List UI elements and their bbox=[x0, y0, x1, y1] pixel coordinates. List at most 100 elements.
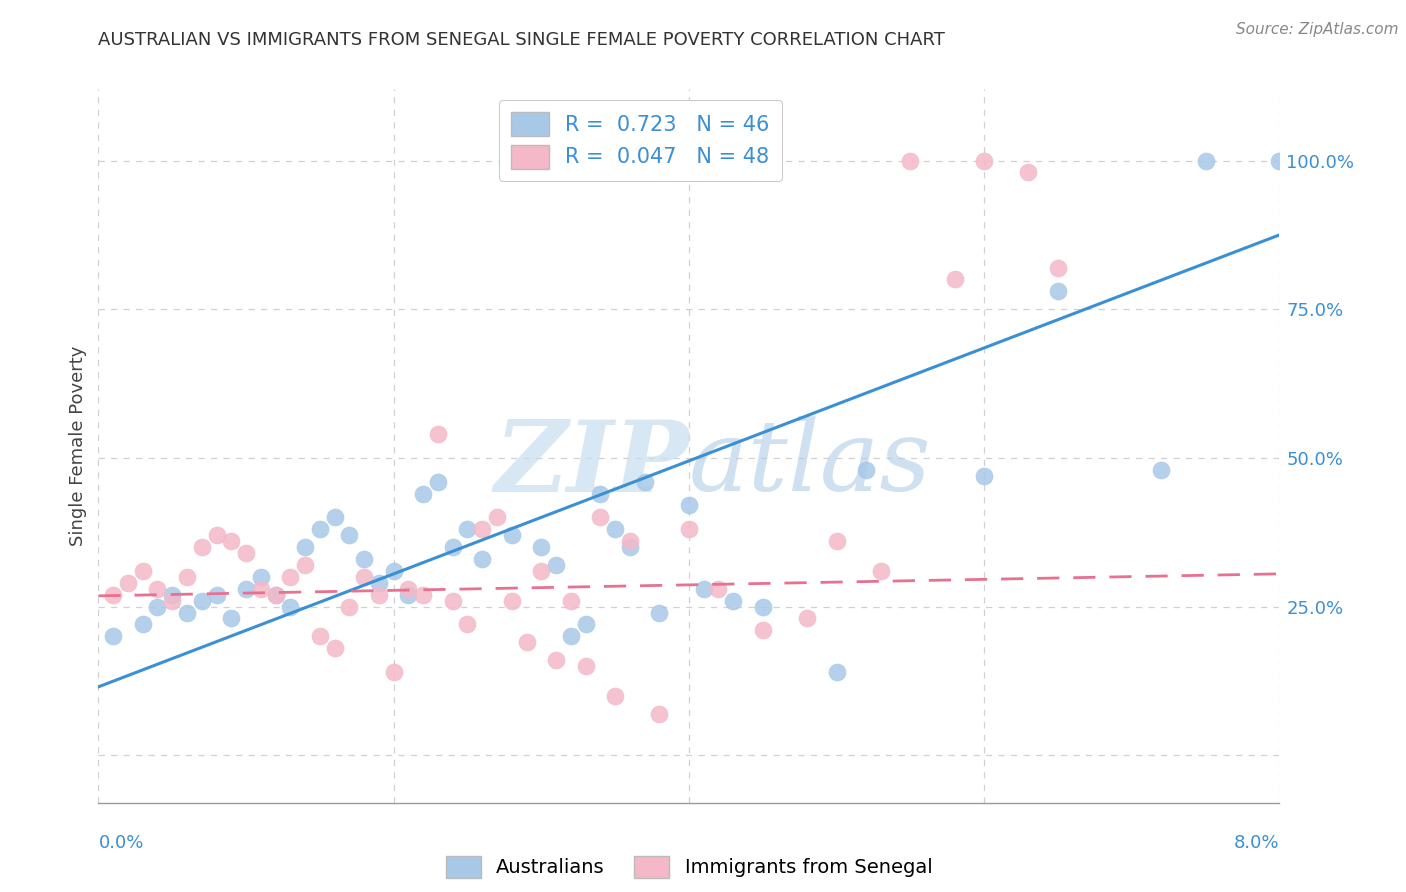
Text: Source: ZipAtlas.com: Source: ZipAtlas.com bbox=[1236, 22, 1399, 37]
Point bbox=[678, 499, 700, 513]
Point bbox=[264, 588, 287, 602]
Point bbox=[278, 599, 302, 614]
Point bbox=[250, 570, 273, 584]
Point bbox=[530, 540, 553, 554]
Point bbox=[294, 558, 316, 572]
Point bbox=[855, 463, 877, 477]
Point bbox=[471, 552, 494, 566]
Point bbox=[825, 665, 848, 679]
Point bbox=[721, 593, 744, 607]
Point bbox=[678, 522, 700, 536]
Point bbox=[456, 617, 478, 632]
Point bbox=[308, 629, 332, 643]
Point bbox=[337, 599, 360, 614]
Point bbox=[456, 522, 478, 536]
Point bbox=[294, 540, 316, 554]
Point bbox=[396, 582, 419, 596]
Point bbox=[560, 629, 582, 643]
Point bbox=[367, 588, 389, 602]
Point bbox=[560, 593, 582, 607]
Point bbox=[1046, 285, 1069, 299]
Point bbox=[693, 582, 716, 596]
Text: atlas: atlas bbox=[689, 417, 932, 511]
Point bbox=[308, 522, 332, 536]
Point bbox=[412, 588, 434, 602]
Point bbox=[589, 510, 612, 524]
Point bbox=[1194, 153, 1216, 168]
Point bbox=[176, 570, 198, 584]
Point bbox=[1017, 165, 1039, 179]
Point bbox=[191, 540, 214, 554]
Point bbox=[441, 540, 464, 554]
Point bbox=[1150, 463, 1173, 477]
Point bbox=[132, 564, 155, 578]
Point bbox=[323, 641, 346, 656]
Point bbox=[471, 522, 494, 536]
Legend: Australians, Immigrants from Senegal: Australians, Immigrants from Senegal bbox=[437, 847, 941, 886]
Point bbox=[235, 546, 257, 560]
Point bbox=[176, 606, 198, 620]
Point bbox=[278, 570, 302, 584]
Point bbox=[264, 588, 287, 602]
Point bbox=[103, 629, 125, 643]
Point bbox=[619, 534, 641, 549]
Point bbox=[501, 593, 523, 607]
Point bbox=[605, 689, 627, 703]
Point bbox=[546, 558, 568, 572]
Point bbox=[515, 635, 537, 649]
Point bbox=[751, 599, 773, 614]
Y-axis label: Single Female Poverty: Single Female Poverty bbox=[69, 346, 87, 546]
Point bbox=[132, 617, 155, 632]
Point bbox=[382, 564, 405, 578]
Point bbox=[589, 486, 612, 500]
Point bbox=[707, 582, 730, 596]
Point bbox=[485, 510, 508, 524]
Point bbox=[337, 528, 360, 542]
Point bbox=[869, 564, 891, 578]
Point bbox=[412, 486, 434, 500]
Point bbox=[396, 588, 419, 602]
Point bbox=[648, 606, 671, 620]
Point bbox=[648, 706, 671, 721]
Point bbox=[426, 427, 449, 442]
Point bbox=[530, 564, 553, 578]
Point bbox=[205, 528, 228, 542]
Point bbox=[825, 534, 848, 549]
Point bbox=[323, 510, 346, 524]
Text: 0.0%: 0.0% bbox=[98, 834, 143, 852]
Point bbox=[574, 617, 596, 632]
Point bbox=[574, 659, 596, 673]
Text: AUSTRALIAN VS IMMIGRANTS FROM SENEGAL SINGLE FEMALE POVERTY CORRELATION CHART: AUSTRALIAN VS IMMIGRANTS FROM SENEGAL SI… bbox=[98, 31, 945, 49]
Point bbox=[973, 153, 995, 168]
Point bbox=[1268, 153, 1291, 168]
Point bbox=[219, 534, 242, 549]
Point bbox=[235, 582, 257, 596]
Point bbox=[796, 611, 818, 625]
Point bbox=[103, 588, 125, 602]
Point bbox=[146, 582, 169, 596]
Point bbox=[900, 153, 922, 168]
Point bbox=[501, 528, 523, 542]
Point bbox=[605, 522, 627, 536]
Point bbox=[751, 624, 773, 638]
Point bbox=[353, 552, 375, 566]
Point bbox=[633, 475, 655, 489]
Point bbox=[353, 570, 375, 584]
Point bbox=[205, 588, 228, 602]
Point bbox=[1046, 260, 1069, 275]
Point bbox=[146, 599, 169, 614]
Point bbox=[162, 593, 183, 607]
Text: 8.0%: 8.0% bbox=[1234, 834, 1279, 852]
Point bbox=[943, 272, 966, 286]
Point bbox=[441, 593, 464, 607]
Point bbox=[117, 575, 139, 590]
Point bbox=[973, 468, 995, 483]
Point bbox=[367, 575, 389, 590]
Point bbox=[619, 540, 641, 554]
Text: ZIP: ZIP bbox=[494, 416, 689, 512]
Point bbox=[191, 593, 214, 607]
Point bbox=[250, 582, 273, 596]
Point bbox=[219, 611, 242, 625]
Point bbox=[382, 665, 405, 679]
Point bbox=[426, 475, 449, 489]
